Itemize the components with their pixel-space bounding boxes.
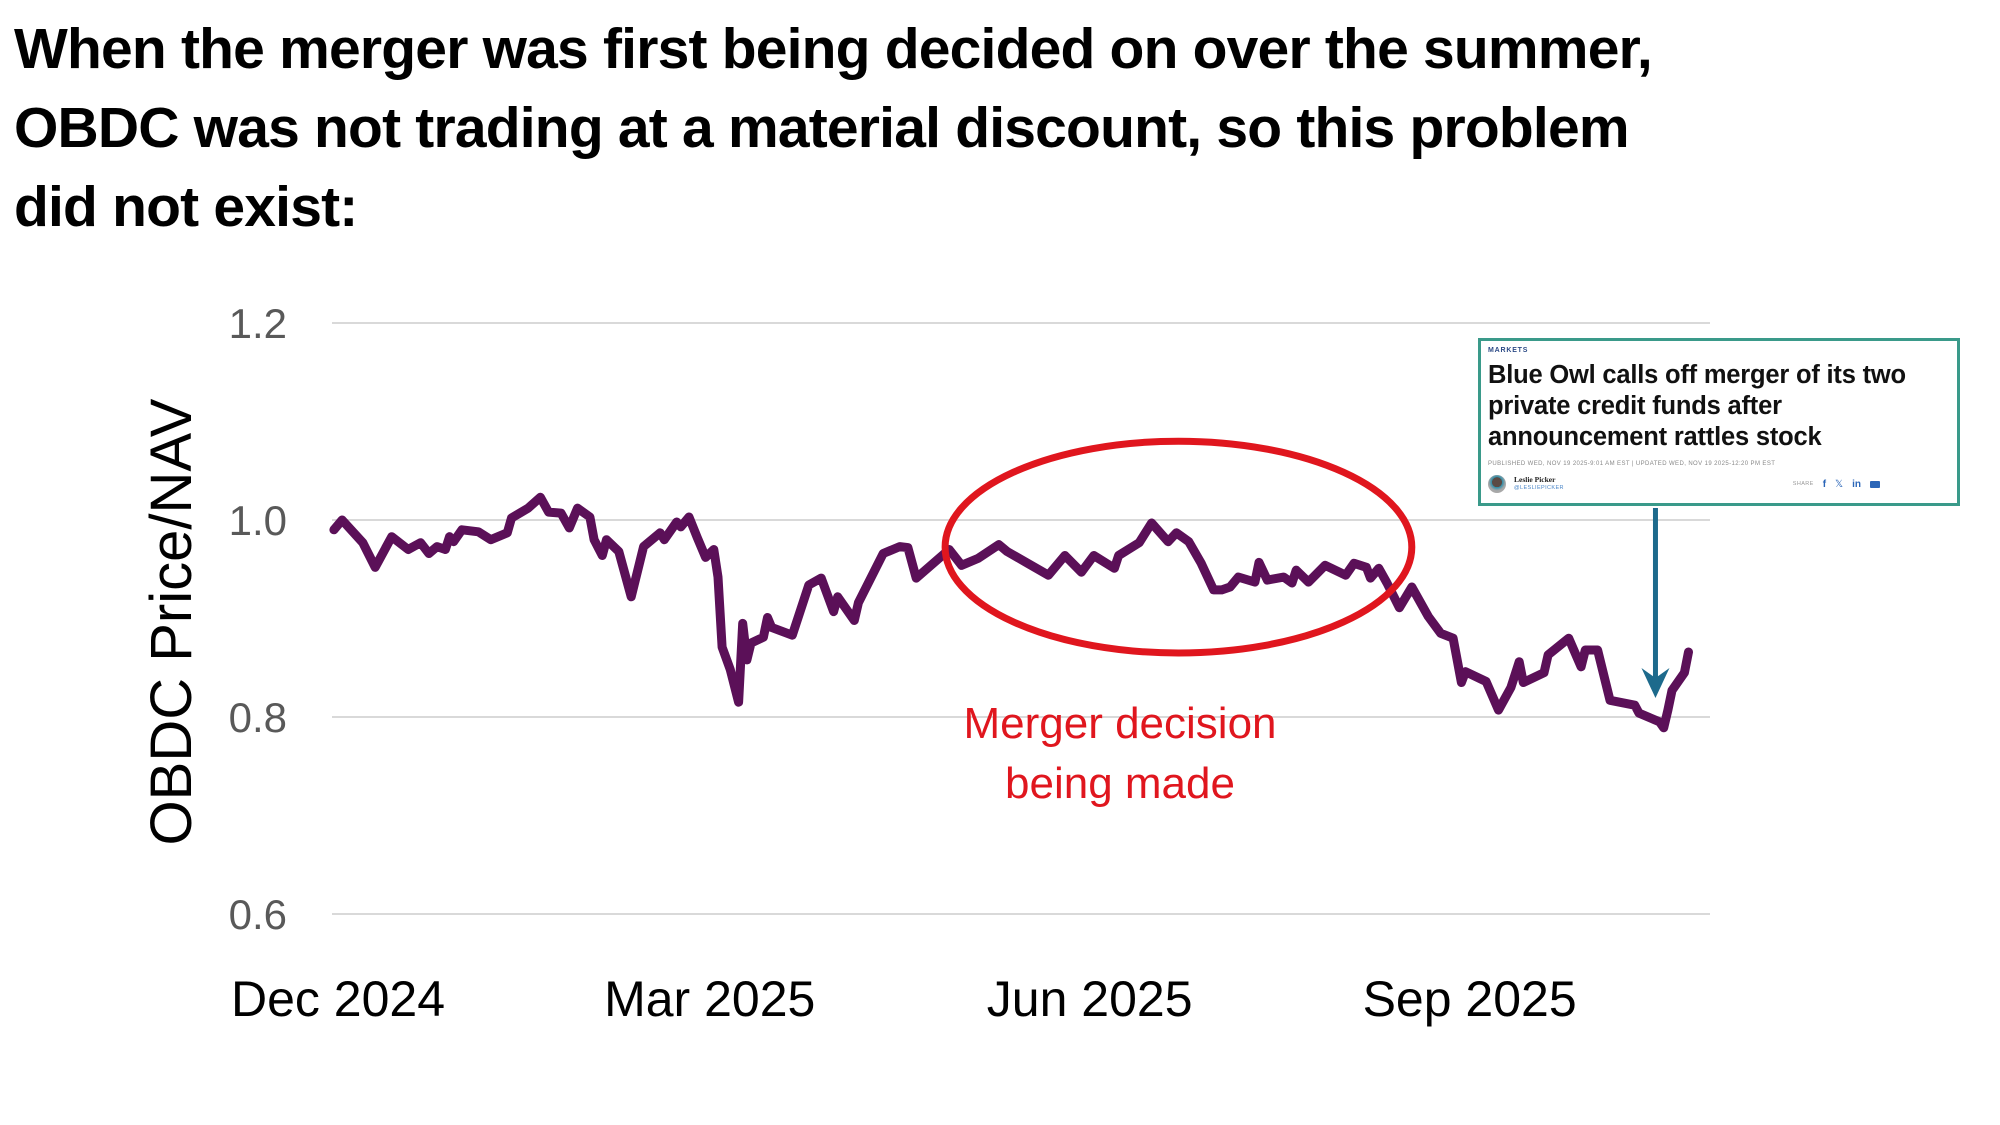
facebook-icon[interactable]: f [1822, 478, 1827, 490]
news-title[interactable]: Blue Owl calls off merger of its two pri… [1488, 361, 1906, 451]
linkedin-icon[interactable]: in [1852, 478, 1861, 490]
arrow-down-icon [1641, 668, 1670, 698]
annotation-label-line-1: Merger decision [963, 699, 1276, 748]
news-kicker: MARKETS [1488, 347, 1529, 354]
share-bar: SHARE f 𝕏 in [1793, 479, 1880, 490]
headline-line-2: OBDC was not trading at a material disco… [14, 96, 1630, 160]
y-tick-labels: 1.2 1.0 0.8 0.6 [229, 300, 287, 938]
news-card[interactable]: MARKETS Blue Owl calls off merger of its… [1478, 338, 1960, 506]
x-tick-labels: Dec 2024 Mar 2025 Jun 2025 Sep 2025 [231, 971, 1577, 1027]
y-tick-label: 0.8 [229, 694, 287, 741]
x-icon[interactable]: 𝕏 [1835, 478, 1844, 490]
y-tick-label: 1.0 [229, 497, 287, 544]
headline-line-1: When the merger was first being decided … [14, 17, 1653, 81]
author-handle[interactable]: @LESLIEPICKER [1514, 485, 1564, 491]
news-byline: Leslie Picker @LESLIEPICKER SHARE f 𝕏 in [1488, 475, 1950, 493]
y-axis-title: OBDC Price/NAV [139, 398, 204, 845]
mail-icon[interactable] [1870, 480, 1880, 488]
annotation-label-line-2: being made [1005, 759, 1235, 808]
x-tick-label: Sep 2025 [1363, 971, 1577, 1027]
series-line-obdc-price-nav [329, 492, 1693, 733]
x-tick-label: Mar 2025 [604, 971, 815, 1027]
author-block: Leslie Picker @LESLIEPICKER [1514, 476, 1564, 492]
news-published-meta: PUBLISHED WED, NOV 19 2025-9:01 AM EST |… [1488, 461, 1776, 467]
y-tick-label: 1.2 [229, 300, 287, 347]
merger-decision-ellipse [941, 437, 1416, 657]
x-tick-label: Dec 2024 [231, 971, 445, 1027]
x-tick-label: Jun 2025 [987, 971, 1193, 1027]
author-name[interactable]: Leslie Picker [1514, 475, 1556, 484]
share-label: SHARE [1792, 481, 1814, 487]
y-tick-label: 0.6 [229, 891, 287, 938]
headline-line-3: did not exist: [14, 175, 358, 239]
headline: When the merger was first being decided … [14, 10, 1653, 247]
author-avatar [1488, 475, 1506, 493]
